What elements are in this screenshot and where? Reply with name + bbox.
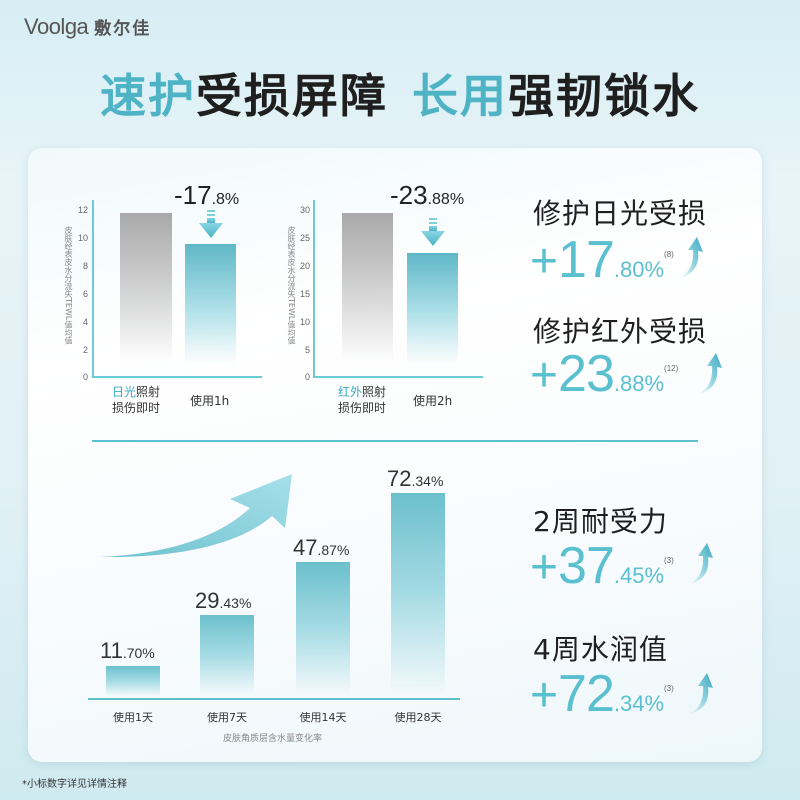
x-label: 使用1天 [113,711,153,724]
bar-value-day1: 11.70% [100,638,155,663]
x-label: 使用28天 [394,711,442,724]
brand-logo: Voolga 敷尔佳 [24,14,151,40]
arrow-up-icon [678,237,703,278]
y-tick: 0 [82,372,88,382]
y-tick: 6 [82,289,88,299]
y-tick: 5 [304,345,310,355]
trend-arrow-icon [100,474,292,558]
y-tick: 10 [299,317,310,327]
arrow-down-icon [421,218,445,246]
y-tick: 20 [299,261,310,271]
y-axis [92,200,94,378]
y-tick: 30 [299,205,310,215]
y-tick: 2 [82,345,88,355]
bar-day7 [200,615,254,695]
arrow-up-icon [688,673,713,714]
bar-value-day14: 47.87% [293,535,350,560]
y-tick: 12 [77,205,88,215]
bar-before [342,213,393,363]
stat-value: +37.45%(3) [530,537,674,595]
y-axis-label: 皮肤经表皮水分流失TEWL值均值 [64,226,73,345]
section-divider [92,440,698,442]
y-tick: 10 [77,233,88,243]
bar-day14 [296,562,350,695]
delta-label: -23.88% [390,180,465,210]
x-axis [92,376,262,378]
page-headline: 速护受损屏障 长用强韧锁水 [0,60,800,126]
stat-title: 修护日光受损 [533,197,708,230]
bar-value-day7: 29.43% [195,588,252,613]
stat-value: +17.80%(8) [530,231,674,289]
x-axis-caption: 皮肤角质层含水量变化率 [223,734,323,744]
y-tick: 25 [299,233,310,243]
stat-title: 修护红外受损 [533,315,708,348]
x-label-after: 使用1h [190,394,230,408]
footnote: *小标数字详见详情注释 [22,779,127,790]
stat-title: 4周水润值 [533,633,668,666]
x-label: 使用14天 [299,711,347,724]
x-label-before: 日光照射 损伤即时 [112,385,161,415]
brand-name-en: Voolga [24,14,89,39]
x-label-before: 红外照射 损伤即时 [338,385,387,415]
stat-value: +72.34%(3) [530,665,674,723]
x-label-after: 使用2h [413,394,453,408]
headline-dark-1: 受损屏障 [196,69,388,123]
bar-day1 [106,666,160,696]
bar-value-day28: 72.34% [387,466,444,491]
brand-name-cn: 敷尔佳 [94,19,152,39]
y-axis-label: 皮肤经表皮水分流失TEWL值均值 [287,226,296,345]
y-tick: 8 [82,261,88,271]
headline-accent-2: 长用 [412,69,508,123]
x-label: 使用7天 [207,711,247,724]
y-tick: 4 [82,317,88,327]
arrow-down-icon [199,210,223,238]
stat-title: 2周耐受力 [533,505,668,538]
stat-value: +23.88%(12) [530,345,679,403]
bar-day28 [391,493,445,695]
x-axis [313,376,483,378]
arrow-up-icon [697,353,722,394]
y-axis [313,200,315,378]
bar-after [407,253,458,364]
y-tick: 15 [299,289,310,299]
arrow-up-icon [688,543,713,584]
delta-label: -17.8% [174,180,240,210]
bar-after [185,244,236,364]
headline-accent-1: 速护 [100,69,196,123]
y-tick: 0 [304,372,310,382]
headline-dark-2: 强韧锁水 [508,69,700,123]
x-axis [88,698,460,700]
bar-before [120,213,172,363]
